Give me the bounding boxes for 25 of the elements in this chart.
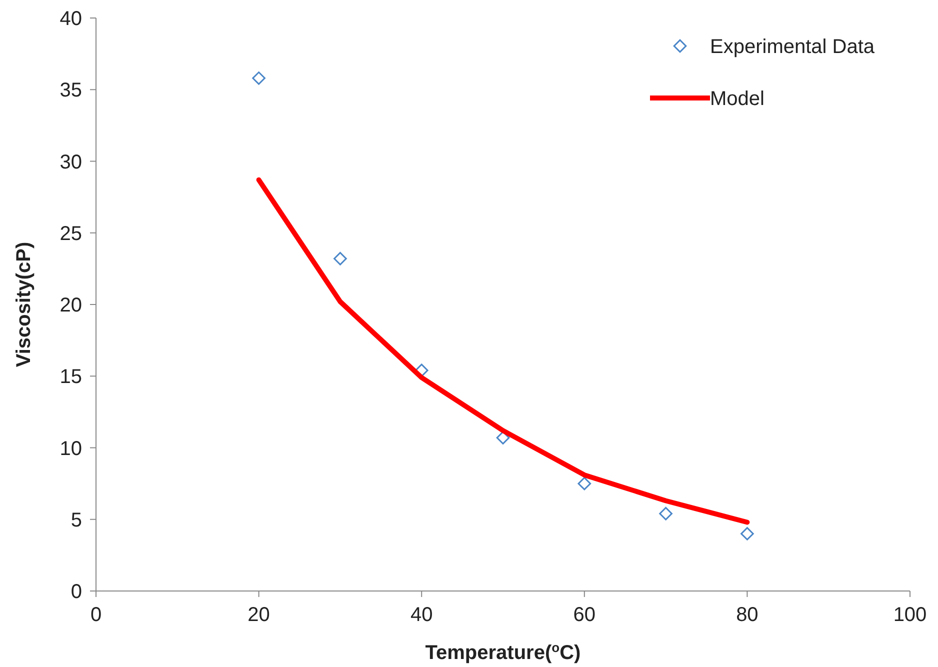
y-tick-label: 15: [60, 366, 82, 388]
x-tick-label: 80: [736, 604, 758, 626]
y-tick-label: 20: [60, 294, 82, 316]
point: [578, 476, 592, 490]
x-tick-label: 100: [893, 604, 927, 626]
legend-label: Model: [710, 88, 764, 110]
x-axis-title: Temperature($^{o}$C): [425, 640, 581, 664]
y-tick-label: 40: [60, 8, 82, 30]
point: [334, 252, 347, 266]
point: [659, 506, 672, 520]
y-tick-label: 5: [70, 509, 82, 532]
point: [740, 527, 754, 540]
x-tick-label: 40: [410, 604, 433, 626]
x-tick-label: 20: [248, 604, 270, 626]
x-tick-label: 60: [573, 604, 596, 626]
y-tick-label: 10: [60, 438, 82, 460]
y-tick-label: 30: [60, 151, 82, 174]
y-tick-label: 35: [60, 80, 82, 102]
y-axis-title: Viscosity(cP): [13, 242, 35, 368]
y-tick-label: 0: [70, 581, 82, 603]
point: [496, 431, 510, 444]
y-tick-label: 25: [60, 222, 82, 245]
x-tick-label: 0: [90, 604, 102, 626]
point: [252, 72, 266, 85]
legend-label: Experimental Data: [710, 36, 876, 58]
